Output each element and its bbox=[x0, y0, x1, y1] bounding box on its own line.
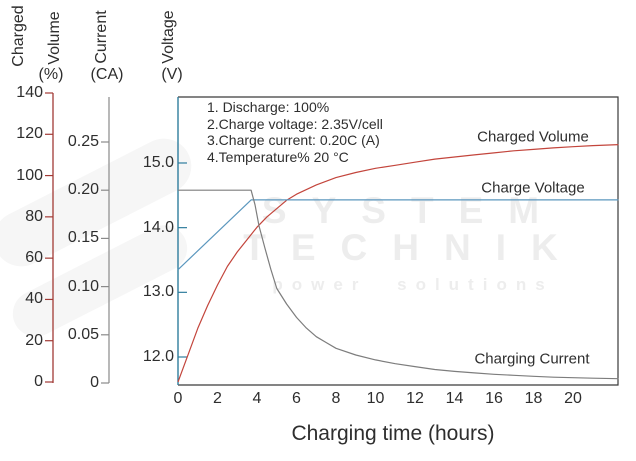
volume-tick-label: 60 bbox=[25, 249, 43, 267]
annotation-line-2: 2.Charge voltage: 2.35V/cell bbox=[207, 115, 383, 132]
x-axis-title: Charging time (hours) bbox=[291, 422, 495, 445]
current-tick-label: 0.15 bbox=[67, 229, 99, 247]
series-voltage bbox=[177, 199, 619, 271]
volume-axis-title-word1: Charged bbox=[10, 5, 27, 67]
annotation-line-4: 4.Temperature% 20 °C bbox=[207, 148, 349, 165]
current-tick-label: 0.05 bbox=[67, 325, 99, 343]
x-tick-label: 6 bbox=[292, 390, 301, 407]
series-charged_volume bbox=[177, 144, 619, 383]
x-tick-label: 12 bbox=[406, 390, 424, 407]
volume-tick-label: 120 bbox=[16, 125, 43, 143]
annotation-line-1: 1. Discharge: 100% bbox=[207, 99, 330, 115]
charging-current-curve-label: Charging Current bbox=[474, 350, 590, 368]
current-tick-label: 0 bbox=[90, 374, 99, 391]
x-tick-label: 20 bbox=[564, 390, 582, 407]
volume-tick-label: 100 bbox=[16, 166, 43, 184]
voltage-tick-label: 14.0 bbox=[142, 218, 174, 236]
voltage-axis-unit: (V) bbox=[161, 66, 183, 83]
series-current bbox=[178, 189, 619, 380]
annotation-line-3: 3.Charge current: 0.20C (A) bbox=[207, 132, 380, 148]
voltage-axis-title: Voltage bbox=[160, 10, 177, 64]
x-tick-label: 8 bbox=[331, 390, 341, 407]
current-tick-label: 0.10 bbox=[67, 277, 99, 295]
current-axis-title: Current bbox=[93, 10, 110, 64]
watermark-solutions-text: power solutions bbox=[272, 275, 554, 294]
watermark-technik-text: TECHNIK bbox=[243, 227, 583, 268]
x-tick-label: 14 bbox=[445, 390, 464, 407]
voltage-tick-label: 13.0 bbox=[142, 283, 174, 301]
volume-axis-title-word2: Volume bbox=[46, 11, 63, 65]
current-axis-unit: (CA) bbox=[90, 66, 124, 83]
volume-tick-label: 140 bbox=[16, 84, 43, 101]
x-tick-label: 10 bbox=[366, 390, 385, 407]
charge-voltage-curve-label: Charge Voltage bbox=[481, 179, 585, 197]
current-tick-label: 0.20 bbox=[67, 181, 99, 199]
volume-axis-unit: (%) bbox=[38, 66, 64, 83]
volume-tick-label: 20 bbox=[25, 331, 43, 349]
plot-frame bbox=[178, 96, 619, 386]
x-tick-label: 2 bbox=[213, 390, 222, 407]
voltage-tick-label: 12.0 bbox=[142, 348, 174, 365]
volume-tick-label: 0 bbox=[34, 373, 43, 390]
voltage-tick-label: 15.0 bbox=[142, 153, 174, 171]
annotation-block: 1. Discharge: 100% 2.Charge voltage: 2.3… bbox=[207, 99, 383, 165]
charged-volume-curve-label: Charged Volume bbox=[477, 128, 589, 146]
x-tick-label: 0 bbox=[173, 390, 183, 407]
x-tick-label: 16 bbox=[485, 390, 503, 407]
x-tick-label: 4 bbox=[252, 390, 262, 407]
watermark-system-text: SYSTEM bbox=[261, 190, 565, 231]
current-tick-label: 0.25 bbox=[67, 133, 99, 150]
volume-tick-label: 40 bbox=[25, 290, 43, 308]
volume-tick-label: 80 bbox=[25, 207, 43, 225]
x-tick-label: 18 bbox=[524, 390, 543, 407]
